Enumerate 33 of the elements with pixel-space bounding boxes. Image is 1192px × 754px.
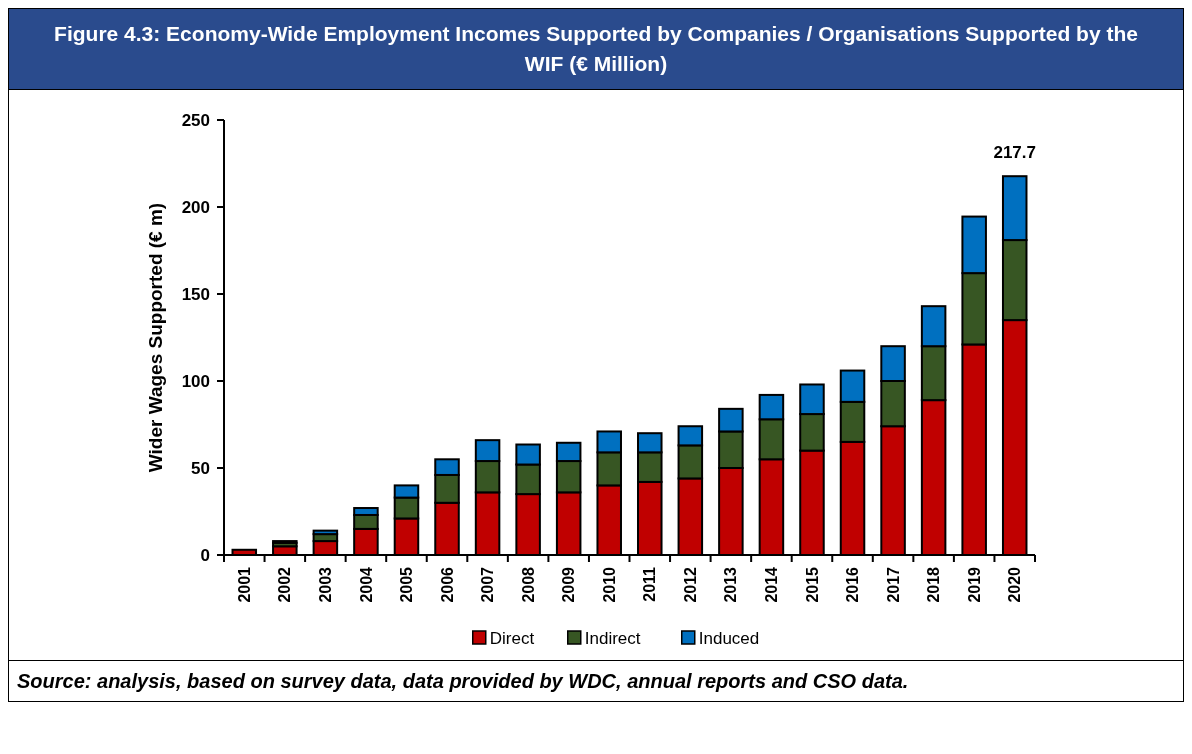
x-tick-label: 2007: [479, 566, 497, 603]
x-tick-label: 2008: [519, 566, 537, 603]
y-tick-label: 0: [200, 545, 210, 565]
x-tick-label: 2006: [438, 566, 456, 603]
x-tick-label: 2004: [357, 566, 375, 603]
x-tick-label: 2013: [722, 566, 740, 603]
chart-title: Figure 4.3: Economy-Wide Employment Incomes Supported by Companies / Organisations Supported by the WIF (€ Million): [9, 9, 1183, 90]
x-tick-label: 2010: [600, 566, 618, 603]
x-tick-label: 2002: [276, 566, 294, 603]
x-tick-label: 2011: [641, 566, 659, 602]
legend-label: Induced: [698, 628, 760, 648]
x-tick-label: 2019: [965, 566, 983, 603]
x-tick-label: 2017: [884, 566, 902, 603]
x-tick-label: 2018: [925, 566, 943, 603]
y-tick-label: 50: [191, 458, 210, 478]
y-tick-label: 200: [181, 197, 210, 217]
legend-label: Indirect: [584, 628, 641, 648]
x-tick-label: 2005: [398, 566, 416, 603]
y-tick-label: 250: [181, 110, 210, 130]
y-axis-title: Wider Wages Supported (€ m): [145, 202, 166, 473]
legend-label: Direct: [489, 628, 535, 648]
y-tick-label: 150: [181, 284, 210, 304]
source-note: Source: analysis, based on survey data, data provided by WDC, annual reports and CSO data.: [9, 660, 1183, 701]
x-tick-label: 2014: [763, 566, 781, 603]
x-tick-label: 2012: [681, 566, 699, 603]
x-tick-label: 2015: [803, 566, 821, 603]
x-tick-label: 2020: [1006, 566, 1024, 603]
x-tick-label: 2003: [316, 566, 334, 603]
x-tick-label: 2016: [844, 566, 862, 603]
x-tick-label: 2001: [235, 566, 253, 603]
x-tick-label: 2009: [560, 566, 578, 603]
y-tick-label: 100: [181, 371, 210, 391]
total-label: 217.7: [993, 143, 1036, 163]
